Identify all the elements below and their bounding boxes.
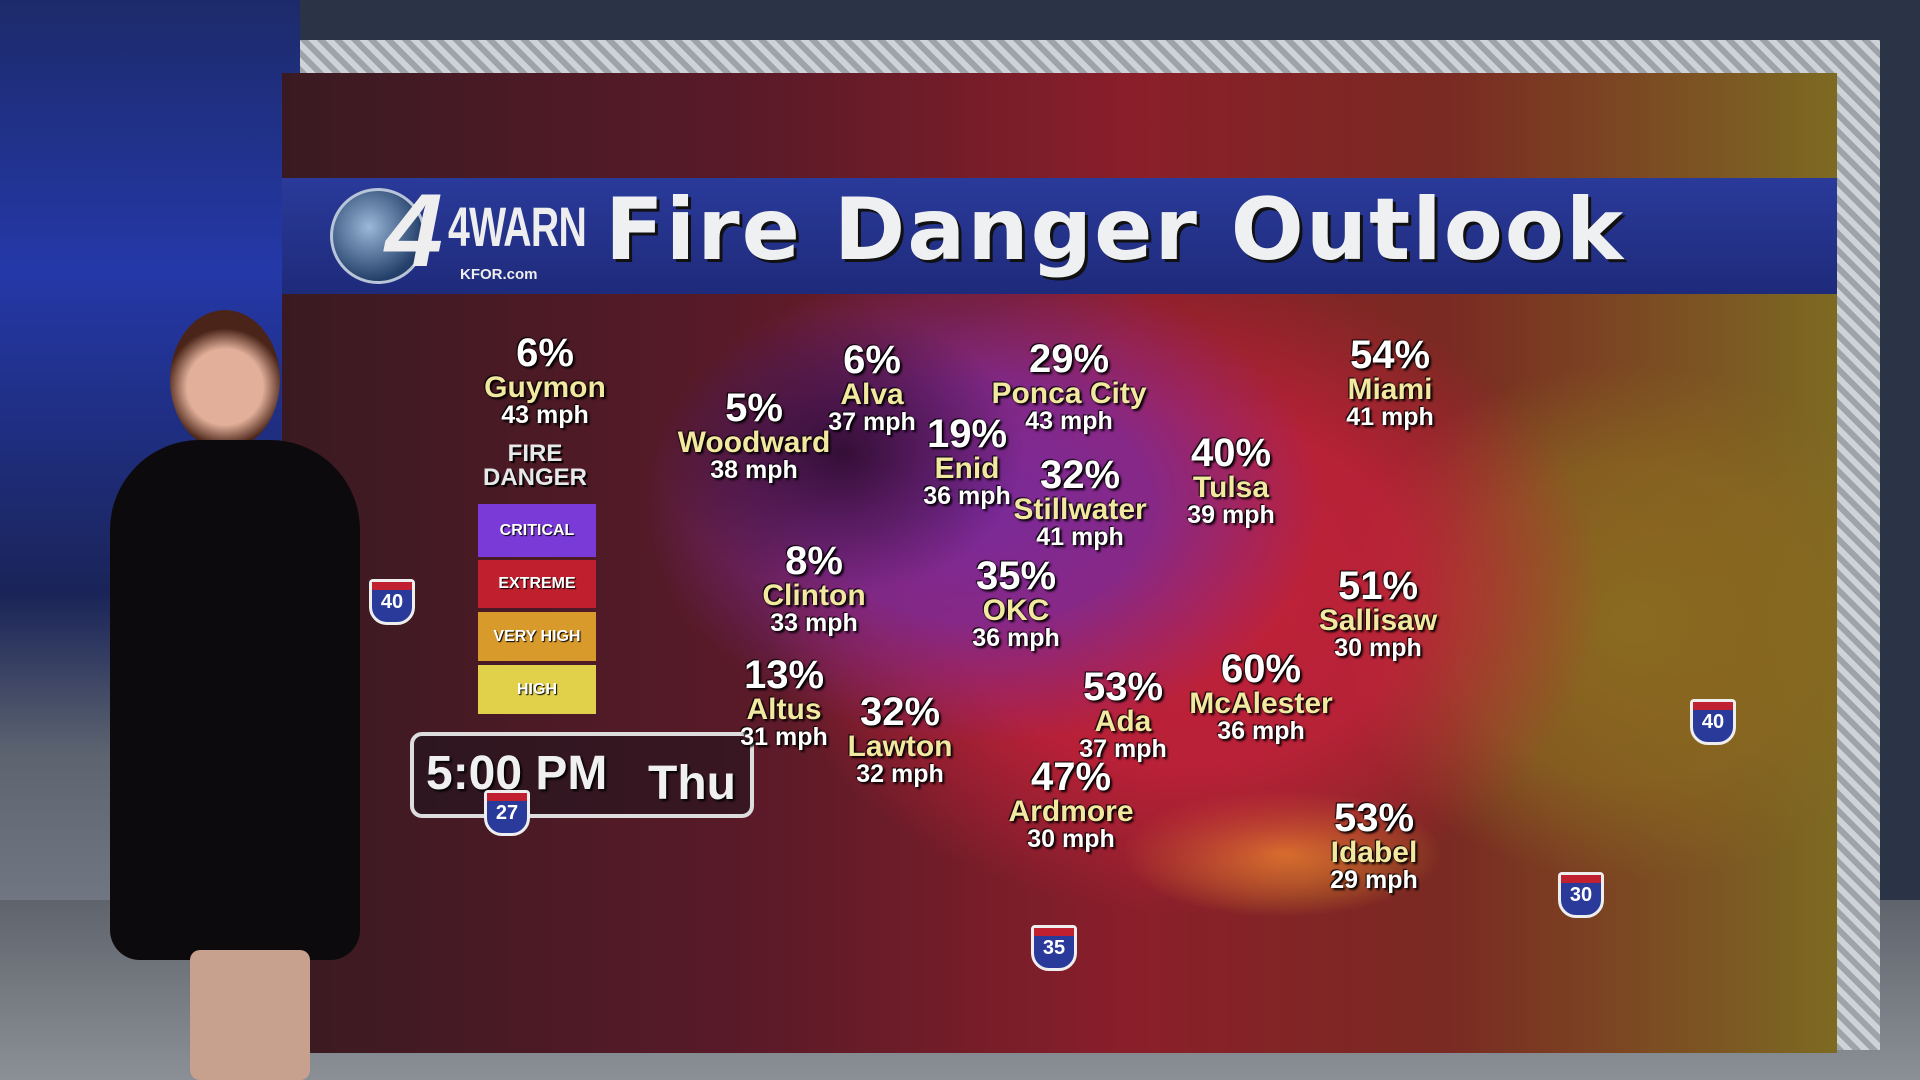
- legend-very-high: VERY HIGH: [478, 612, 596, 661]
- city-name: Ponca City: [991, 377, 1147, 410]
- city-name: Enid: [934, 452, 1000, 485]
- city-wind: 31 mph: [740, 723, 828, 751]
- interstate-shield-icon: 35: [1031, 925, 1077, 971]
- city-fire-percent: 40%: [1190, 431, 1272, 475]
- city-label: 51% Sallisaw 30 mph: [1319, 566, 1437, 661]
- city-wind: 37 mph: [1079, 735, 1167, 763]
- city-wind: 43 mph: [501, 401, 589, 429]
- city-wind: 30 mph: [1334, 634, 1422, 662]
- city-name: Woodward: [677, 426, 831, 459]
- city-wind: 36 mph: [1217, 717, 1305, 745]
- city-fire-percent: 29%: [1028, 337, 1110, 381]
- city-label: 13% Altus 31 mph: [740, 655, 828, 750]
- city-label: 32% Stillwater 41 mph: [1013, 455, 1146, 550]
- legend-extreme: EXTREME: [478, 560, 596, 608]
- city-fire-percent: 51%: [1337, 564, 1419, 608]
- city-label: 19% Enid 36 mph: [923, 414, 1011, 509]
- interstate-shield-icon: 30: [1558, 872, 1604, 918]
- city-label: 8% Clinton 33 mph: [762, 541, 865, 636]
- city-wind: 36 mph: [972, 624, 1060, 652]
- logo-subtext: KFOR.com: [460, 266, 538, 283]
- city-label: 60% McAlester 36 mph: [1189, 649, 1332, 744]
- city-wind: 38 mph: [710, 456, 798, 484]
- presenter-head: [170, 310, 280, 450]
- city-fire-percent: 8%: [785, 539, 843, 583]
- interstate-shield-icon: 40: [1690, 699, 1736, 745]
- legend-high: HIGH: [478, 665, 596, 714]
- city-fire-percent: 19%: [926, 412, 1008, 456]
- city-wind: 29 mph: [1330, 866, 1418, 894]
- city-fire-percent: 53%: [1333, 796, 1415, 840]
- city-label: 47% Ardmore 30 mph: [1008, 757, 1133, 852]
- city-name: McAlester: [1189, 687, 1333, 720]
- city-wind: 41 mph: [1346, 403, 1434, 431]
- legend-critical: CRITICAL: [478, 504, 596, 557]
- city-label: 6% Alva 37 mph: [828, 340, 916, 435]
- interstate-shield-icon: 27: [484, 790, 530, 836]
- city-fire-percent: 6%: [516, 331, 574, 375]
- city-fire-percent: 53%: [1082, 665, 1164, 709]
- city-label: 53% Ada 37 mph: [1079, 667, 1167, 762]
- city-label: 35% OKC 36 mph: [972, 556, 1060, 651]
- city-name: Clinton: [762, 579, 866, 612]
- city-fire-percent: 35%: [975, 554, 1057, 598]
- city-name: Tulsa: [1192, 471, 1270, 504]
- city-wind: 30 mph: [1027, 825, 1115, 853]
- page-title: Fire Danger Outlook: [605, 180, 1626, 280]
- city-label: 32% Lawton 32 mph: [848, 692, 953, 787]
- city-name: Ardmore: [1008, 795, 1134, 828]
- globe-icon: [330, 188, 426, 284]
- city-label: 5% Woodward 38 mph: [678, 388, 831, 483]
- station-logo: 4 4WARN KFOR.com: [330, 173, 587, 292]
- legend-title: FIRE DANGER: [482, 440, 587, 491]
- city-name: Alva: [840, 378, 904, 411]
- interstate-shield-icon: 40: [369, 579, 415, 625]
- city-label: 54% Miami 41 mph: [1346, 335, 1434, 430]
- city-name: OKC: [982, 594, 1050, 627]
- city-name: Idabel: [1330, 836, 1418, 869]
- city-fire-percent: 32%: [859, 690, 941, 734]
- city-wind: 37 mph: [828, 408, 916, 436]
- city-fire-percent: 5%: [725, 386, 783, 430]
- city-wind: 39 mph: [1187, 501, 1275, 529]
- logo-text: 4WARN: [448, 195, 587, 258]
- title-banner: [282, 178, 1837, 294]
- city-fire-percent: 47%: [1030, 755, 1112, 799]
- city-name: Lawton: [847, 730, 953, 763]
- forecast-day: Thu: [648, 757, 736, 810]
- city-wind: 36 mph: [923, 482, 1011, 510]
- city-name: Stillwater: [1013, 493, 1147, 526]
- city-fire-percent: 60%: [1220, 647, 1302, 691]
- logo-four: 4: [385, 173, 443, 289]
- city-label: 53% Idabel 29 mph: [1330, 798, 1418, 893]
- city-wind: 33 mph: [770, 609, 858, 637]
- presenter: [90, 300, 380, 1080]
- city-name: Ada: [1094, 705, 1152, 738]
- city-name: Altus: [746, 693, 822, 726]
- city-name: Miami: [1347, 373, 1433, 406]
- presenter-legs: [190, 950, 310, 1080]
- city-fire-percent: 6%: [843, 338, 901, 382]
- city-fire-percent: 32%: [1039, 453, 1121, 497]
- city-wind: 41 mph: [1036, 523, 1124, 551]
- city-wind: 32 mph: [856, 760, 944, 788]
- city-name: Guymon: [484, 371, 606, 404]
- presenter-body: [110, 440, 360, 960]
- city-fire-percent: 54%: [1349, 333, 1431, 377]
- city-label: 40% Tulsa 39 mph: [1187, 433, 1275, 528]
- city-wind: 43 mph: [1025, 407, 1113, 435]
- city-name: Sallisaw: [1318, 604, 1438, 637]
- city-label: 29% Ponca City 43 mph: [991, 339, 1146, 434]
- forecast-time-box: 5:00 PM Thu: [410, 732, 754, 818]
- city-label: 6% Guymon 43 mph: [484, 333, 606, 428]
- city-fire-percent: 13%: [743, 653, 825, 697]
